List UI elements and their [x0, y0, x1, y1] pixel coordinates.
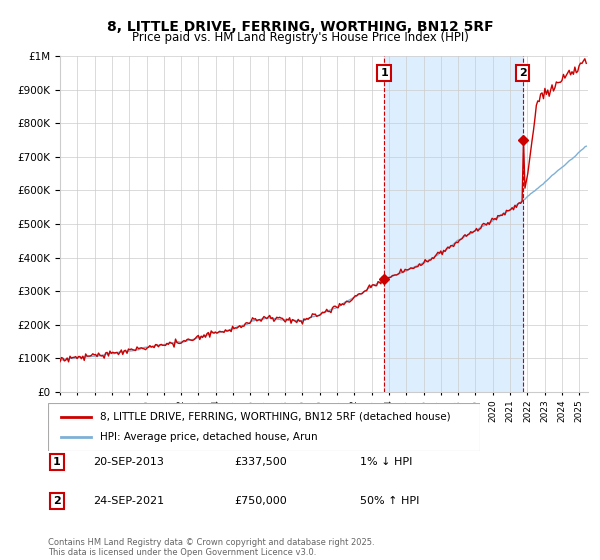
- Text: 50% ↑ HPI: 50% ↑ HPI: [360, 496, 419, 506]
- Text: 2: 2: [518, 68, 526, 78]
- Text: £337,500: £337,500: [234, 457, 287, 467]
- Text: £750,000: £750,000: [234, 496, 287, 506]
- Text: 20-SEP-2013: 20-SEP-2013: [93, 457, 164, 467]
- Text: 24-SEP-2021: 24-SEP-2021: [93, 496, 164, 506]
- Text: 1% ↓ HPI: 1% ↓ HPI: [360, 457, 412, 467]
- Text: 1: 1: [53, 457, 61, 467]
- Text: 8, LITTLE DRIVE, FERRING, WORTHING, BN12 5RF: 8, LITTLE DRIVE, FERRING, WORTHING, BN12…: [107, 20, 493, 34]
- FancyBboxPatch shape: [48, 403, 480, 451]
- Text: HPI: Average price, detached house, Arun: HPI: Average price, detached house, Arun: [100, 432, 317, 442]
- Text: Price paid vs. HM Land Registry's House Price Index (HPI): Price paid vs. HM Land Registry's House …: [131, 31, 469, 44]
- Bar: [384, 56, 523, 392]
- Text: 1: 1: [380, 68, 388, 78]
- Text: 2: 2: [53, 496, 61, 506]
- Text: 8, LITTLE DRIVE, FERRING, WORTHING, BN12 5RF (detached house): 8, LITTLE DRIVE, FERRING, WORTHING, BN12…: [100, 412, 451, 422]
- Text: Contains HM Land Registry data © Crown copyright and database right 2025.
This d: Contains HM Land Registry data © Crown c…: [48, 538, 374, 557]
